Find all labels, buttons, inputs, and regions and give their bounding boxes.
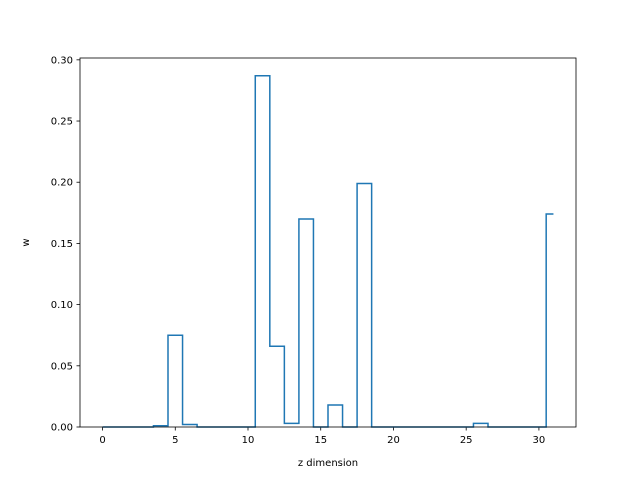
y-tick-label: 0.25: [51, 117, 73, 128]
x-tick-label: 0: [99, 435, 105, 446]
y-tick-label: 0.10: [51, 300, 73, 311]
plot-frame: [79, 57, 577, 428]
series-layer: [102, 75, 554, 428]
y-tick-label: 0.15: [51, 239, 73, 250]
x-tick-label: 30: [533, 435, 546, 446]
ticks-layer: 0 5 10 15 20 25 30 0.00 0.05 0.10 0.15 0.20 0.25 0.30: [51, 55, 546, 446]
x-tick-label: 25: [460, 435, 473, 446]
x-tick-label: 5: [172, 435, 178, 446]
x-tick-label: 15: [314, 435, 327, 446]
x-tick-label: 20: [387, 435, 400, 446]
y-tick-label: 0.00: [51, 423, 73, 434]
x-axis-label: z dimension: [298, 458, 358, 469]
y-tick-label: 0.05: [51, 361, 73, 372]
x-tick-label: 10: [242, 435, 255, 446]
y-axis-label: w: [21, 238, 32, 246]
series-step-line: [102, 75, 554, 428]
y-tick-label: 0.20: [51, 178, 73, 189]
y-tick-label: 0.30: [51, 55, 73, 66]
